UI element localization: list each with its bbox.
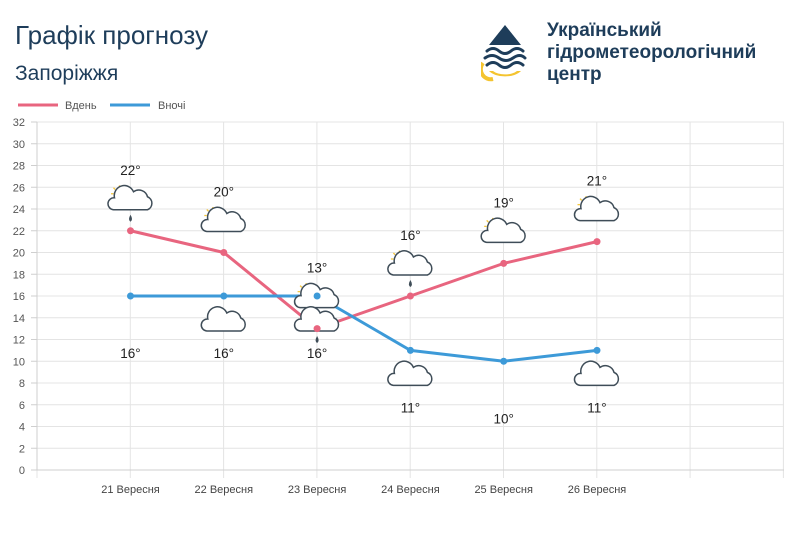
org-line-3: центр: [547, 64, 602, 85]
night-cloudy-rain-icon: [293, 306, 340, 343]
data-point-day: [220, 249, 228, 256]
partly-cloudy-rain-icon: [107, 184, 153, 222]
x-tick-label: 26 Вересня: [568, 484, 627, 496]
night-cloudy-icon: [387, 360, 433, 387]
partly-cloudy-icon: [480, 217, 526, 244]
data-label-night: 11°: [401, 400, 420, 415]
data-point-day: [593, 238, 601, 246]
data-point-night: [593, 346, 601, 354]
data-label-day: 19°: [493, 195, 513, 210]
sun-ray: [579, 198, 583, 201]
y-tick-label: 26: [13, 182, 25, 194]
data-label-day: 13°: [307, 261, 327, 276]
series-line-day: [130, 229, 598, 331]
y-tick-label: 22: [13, 226, 25, 238]
data-point-day: [313, 325, 321, 333]
cloud-shape: [573, 360, 620, 387]
data-point-night: [406, 346, 414, 354]
night-cloudy-icon: [573, 360, 620, 387]
sun-ray: [299, 285, 303, 288]
sun-ray: [392, 252, 396, 256]
data-point-night: [220, 292, 228, 300]
cloud-shape: [107, 184, 153, 211]
series-line-night: [130, 294, 598, 363]
grid: [36, 121, 784, 478]
legend-label-night: Вночі: [158, 100, 185, 112]
x-tick-label: 22 Вересня: [195, 484, 254, 496]
x-tick-label: 23 Вересня: [288, 484, 347, 496]
series-lines: [130, 229, 598, 363]
cloud-shape: [387, 360, 433, 387]
rain-drop: [315, 336, 319, 343]
cloud-shape: [480, 217, 526, 244]
data-points: [127, 227, 601, 365]
partly-cloudy-icon: [573, 195, 620, 222]
rain-drop: [408, 280, 412, 287]
data-point-night: [500, 357, 508, 365]
data-label-night: 11°: [587, 400, 606, 415]
ukrhydromet-logo: [481, 25, 527, 82]
cloud-shape: [293, 306, 340, 332]
data-point-day: [127, 227, 134, 235]
legend-label-day: Вдень: [65, 100, 97, 112]
data-label-night: 16°: [307, 346, 327, 361]
y-tick-label: 6: [19, 400, 25, 412]
data-point-night: [127, 292, 134, 300]
y-tick-label: 32: [13, 117, 25, 129]
city-name: Запоріжжя: [15, 62, 119, 85]
y-tick-label: 28: [13, 161, 25, 173]
data-label-day: 22°: [120, 163, 140, 178]
y-tick-label: 16: [13, 291, 25, 303]
y-tick-label: 30: [13, 139, 25, 151]
y-tick-label: 24: [13, 204, 25, 216]
cloud-shape: [573, 195, 620, 222]
partly-cloudy-rain-icon: [387, 250, 433, 287]
cloud-shape: [200, 306, 246, 332]
cloud-shape: [387, 250, 433, 276]
sun-ray: [486, 219, 489, 223]
y-tick-label: 10: [13, 356, 25, 368]
data-label-night: 16°: [120, 346, 140, 361]
org-line-1: Український: [547, 20, 662, 41]
sun-ray: [206, 209, 210, 212]
y-tick-label: 4: [19, 422, 25, 434]
data-label-night: 10°: [493, 411, 513, 426]
org-line-2: гідрометеорологічний: [547, 42, 757, 63]
night-cloudy-icon: [200, 306, 246, 332]
data-point-night: [313, 292, 321, 300]
data-label-night: 16°: [214, 346, 234, 361]
y-tick-label: 12: [13, 335, 25, 347]
y-tick-label: 14: [13, 313, 25, 325]
rain-drop: [129, 214, 132, 222]
chart-title: Графік прогнозу: [15, 20, 208, 50]
weather-icons: [107, 184, 620, 403]
x-tick-label: 24 Вересня: [381, 484, 440, 496]
data-labels: 22° 20° 13° 16° 19° 21° 16° 16° 16° 11° 10° 11°: [120, 163, 607, 427]
x-axis: 21 Вересня 22 Вересня 23 Вересня 24 Вересня…: [37, 469, 784, 496]
legend: Вдень Вночі: [18, 100, 185, 112]
data-label-day: 16°: [400, 228, 420, 243]
data-point-day: [406, 292, 414, 300]
y-tick-label: 0: [19, 465, 25, 477]
y-tick-label: 18: [13, 269, 25, 281]
cloud-shape: [200, 206, 246, 233]
organization-name: Український гідрометеорологічний центр: [547, 20, 756, 86]
x-tick-label: 21 Вересня: [101, 484, 160, 496]
sun-ray: [113, 187, 116, 190]
y-tick-label: 8: [19, 378, 25, 390]
x-tick-label: 25 Вересня: [474, 484, 533, 496]
partly-cloudy-icon: [200, 206, 246, 233]
data-label-day: 21°: [587, 174, 607, 189]
data-label-day: 20°: [214, 185, 234, 200]
y-tick-label: 20: [13, 248, 25, 260]
y-tick-label: 2: [19, 443, 25, 455]
data-point-day: [500, 259, 508, 267]
